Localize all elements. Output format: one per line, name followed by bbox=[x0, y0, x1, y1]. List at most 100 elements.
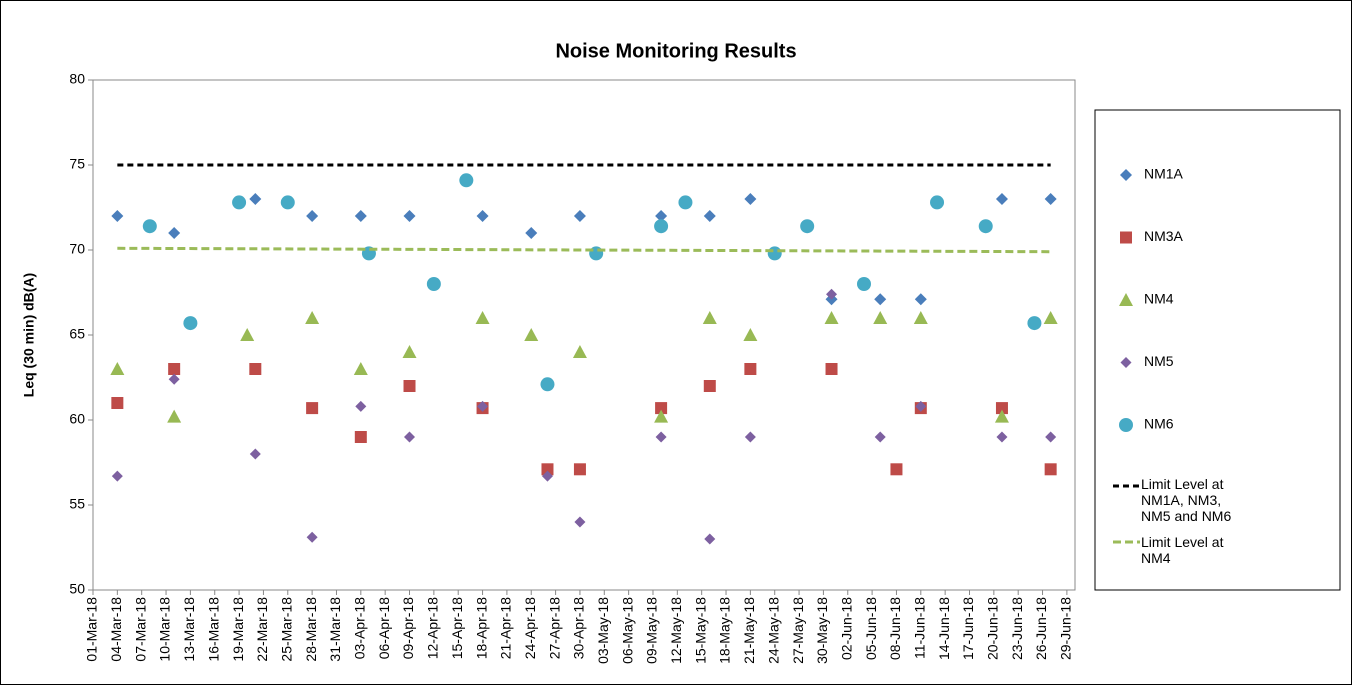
x-tick-label: 23-Jun-18 bbox=[1009, 597, 1025, 660]
x-tick-label: 27-Apr-18 bbox=[546, 597, 562, 659]
legend-box bbox=[1094, 109, 1341, 591]
marker bbox=[249, 363, 262, 375]
legend-label: NM1A bbox=[1144, 166, 1184, 182]
marker bbox=[541, 470, 553, 482]
x-tick-label: 21-May-18 bbox=[741, 597, 757, 664]
marker bbox=[655, 210, 668, 222]
marker bbox=[403, 210, 416, 222]
x-tick-label: 18-May-18 bbox=[717, 597, 733, 664]
marker bbox=[524, 328, 539, 341]
marker bbox=[574, 516, 586, 528]
marker bbox=[890, 463, 903, 476]
x-tick-label: 25-Mar-18 bbox=[278, 597, 294, 662]
x-tick-label: 31-Mar-18 bbox=[327, 597, 343, 662]
marker bbox=[589, 246, 604, 261]
x-tick-label: 17-Jun-18 bbox=[960, 597, 976, 660]
y-tick-label: 55 bbox=[69, 496, 85, 512]
x-tick-label: 29-Jun-18 bbox=[1058, 597, 1074, 660]
marker bbox=[825, 363, 838, 375]
x-tick-label: 15-Apr-18 bbox=[449, 597, 465, 659]
marker bbox=[402, 345, 417, 358]
marker bbox=[856, 277, 871, 291]
legend-label: NM6 bbox=[1144, 416, 1174, 432]
x-tick-label: 18-Apr-18 bbox=[473, 597, 489, 659]
marker bbox=[280, 195, 295, 210]
marker bbox=[996, 431, 1008, 443]
y-tick-label: 80 bbox=[69, 71, 85, 87]
x-tick-label: 24-May-18 bbox=[765, 597, 781, 664]
marker bbox=[305, 311, 320, 324]
marker bbox=[1044, 193, 1057, 205]
y-tick-label: 75 bbox=[69, 156, 85, 172]
marker bbox=[404, 431, 416, 443]
marker bbox=[702, 311, 717, 324]
marker bbox=[678, 195, 693, 210]
marker bbox=[249, 193, 262, 205]
marker bbox=[168, 227, 181, 239]
marker bbox=[240, 328, 255, 341]
x-tick-label: 03-Apr-18 bbox=[352, 597, 368, 659]
legend-label-box: Limit Level at NM4 bbox=[1141, 534, 1224, 566]
marker bbox=[111, 397, 124, 409]
marker bbox=[168, 363, 181, 375]
legend-label: Limit Level at NM4 bbox=[1141, 534, 1224, 566]
x-tick-label: 02-Jun-18 bbox=[838, 597, 854, 660]
x-tick-label: 12-May-18 bbox=[668, 597, 684, 664]
marker bbox=[111, 470, 123, 482]
marker bbox=[540, 377, 555, 392]
marker bbox=[744, 363, 757, 375]
marker bbox=[655, 402, 668, 415]
marker bbox=[995, 193, 1008, 205]
marker bbox=[477, 400, 489, 412]
marker bbox=[541, 463, 554, 476]
marker bbox=[654, 219, 669, 234]
x-tick-label: 30-May-18 bbox=[814, 597, 830, 664]
x-tick-label: 07-Mar-18 bbox=[132, 597, 148, 662]
marker bbox=[1120, 169, 1132, 181]
marker bbox=[525, 227, 538, 239]
marker bbox=[744, 431, 756, 443]
x-tick-label: 19-Mar-18 bbox=[230, 597, 246, 662]
marker bbox=[476, 210, 489, 222]
marker bbox=[826, 288, 838, 300]
marker bbox=[915, 400, 927, 412]
marker bbox=[703, 210, 716, 222]
x-tick-label: 11-Jun-18 bbox=[912, 597, 928, 659]
chart-title: Noise Monitoring Results bbox=[555, 40, 796, 62]
marker bbox=[572, 345, 587, 358]
x-tick-label: 24-Apr-18 bbox=[522, 597, 538, 659]
marker bbox=[459, 173, 474, 188]
x-tick-label: 01-Mar-18 bbox=[84, 597, 100, 662]
x-tick-label: 28-Mar-18 bbox=[303, 597, 319, 662]
legend-label: NM5 bbox=[1144, 353, 1174, 369]
marker bbox=[913, 311, 928, 324]
y-axis-label: Leq (30 min) dB(A) bbox=[21, 273, 37, 397]
x-tick-label: 05-Jun-18 bbox=[863, 597, 879, 660]
x-tick-label: 06-Apr-18 bbox=[376, 597, 392, 659]
y-tick-label: 70 bbox=[69, 241, 85, 257]
marker bbox=[110, 362, 125, 375]
marker bbox=[426, 277, 441, 291]
marker bbox=[704, 533, 716, 545]
x-tick-label: 06-May-18 bbox=[619, 597, 635, 664]
marker bbox=[142, 219, 157, 234]
marker bbox=[995, 402, 1008, 415]
marker bbox=[354, 210, 367, 222]
marker bbox=[824, 311, 839, 324]
marker bbox=[1120, 231, 1132, 244]
marker bbox=[232, 195, 247, 210]
marker bbox=[403, 380, 416, 392]
marker bbox=[1045, 431, 1057, 443]
x-tick-label: 09-Apr-18 bbox=[400, 597, 416, 659]
x-tick-label: 03-May-18 bbox=[595, 597, 611, 664]
x-tick-label: 20-Jun-18 bbox=[985, 597, 1001, 660]
marker bbox=[1027, 316, 1042, 331]
marker bbox=[743, 328, 758, 341]
marker bbox=[767, 246, 782, 261]
marker bbox=[874, 293, 887, 306]
x-tick-label: 15-May-18 bbox=[692, 597, 708, 664]
legend-label: NM4 bbox=[1144, 291, 1174, 307]
marker bbox=[249, 448, 261, 460]
